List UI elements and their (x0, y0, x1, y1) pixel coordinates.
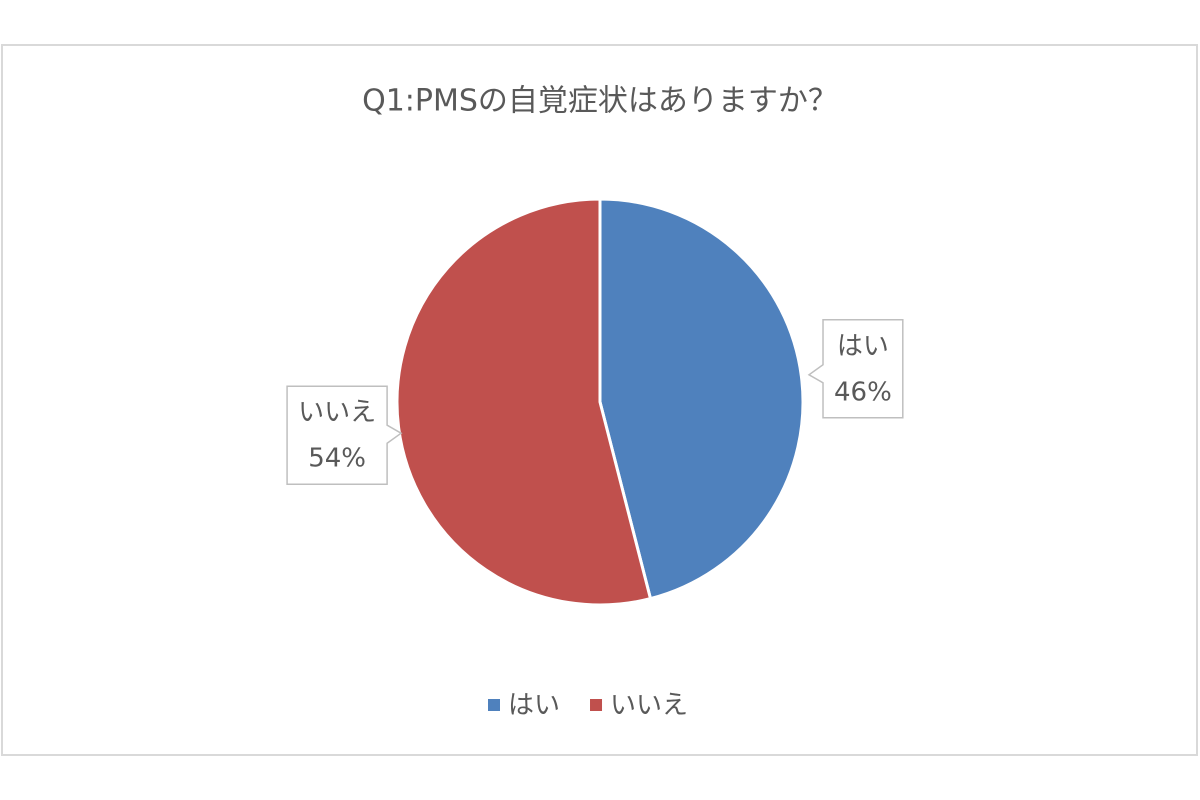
legend-label: いいえ (610, 691, 688, 721)
data-label-category: いいえ (298, 398, 376, 428)
legend-swatch (590, 699, 603, 711)
data-label-value: 54% (308, 444, 366, 474)
callout-box (807, 319, 904, 419)
data-callout: いいえ 54% (286, 385, 403, 485)
data-label-value: 46% (834, 377, 892, 407)
pie-slice (395, 197, 653, 607)
legend-label: はい (508, 691, 560, 721)
callout-box (286, 385, 403, 485)
pie-slice (598, 197, 805, 601)
legend: はい いいえ (488, 691, 688, 721)
legend-swatch (488, 699, 500, 711)
data-callout: はい 46% (807, 319, 904, 419)
data-label-category: はい (837, 331, 889, 361)
chart-title: Q1:PMSの自覚症状はありますか？ (362, 84, 838, 119)
